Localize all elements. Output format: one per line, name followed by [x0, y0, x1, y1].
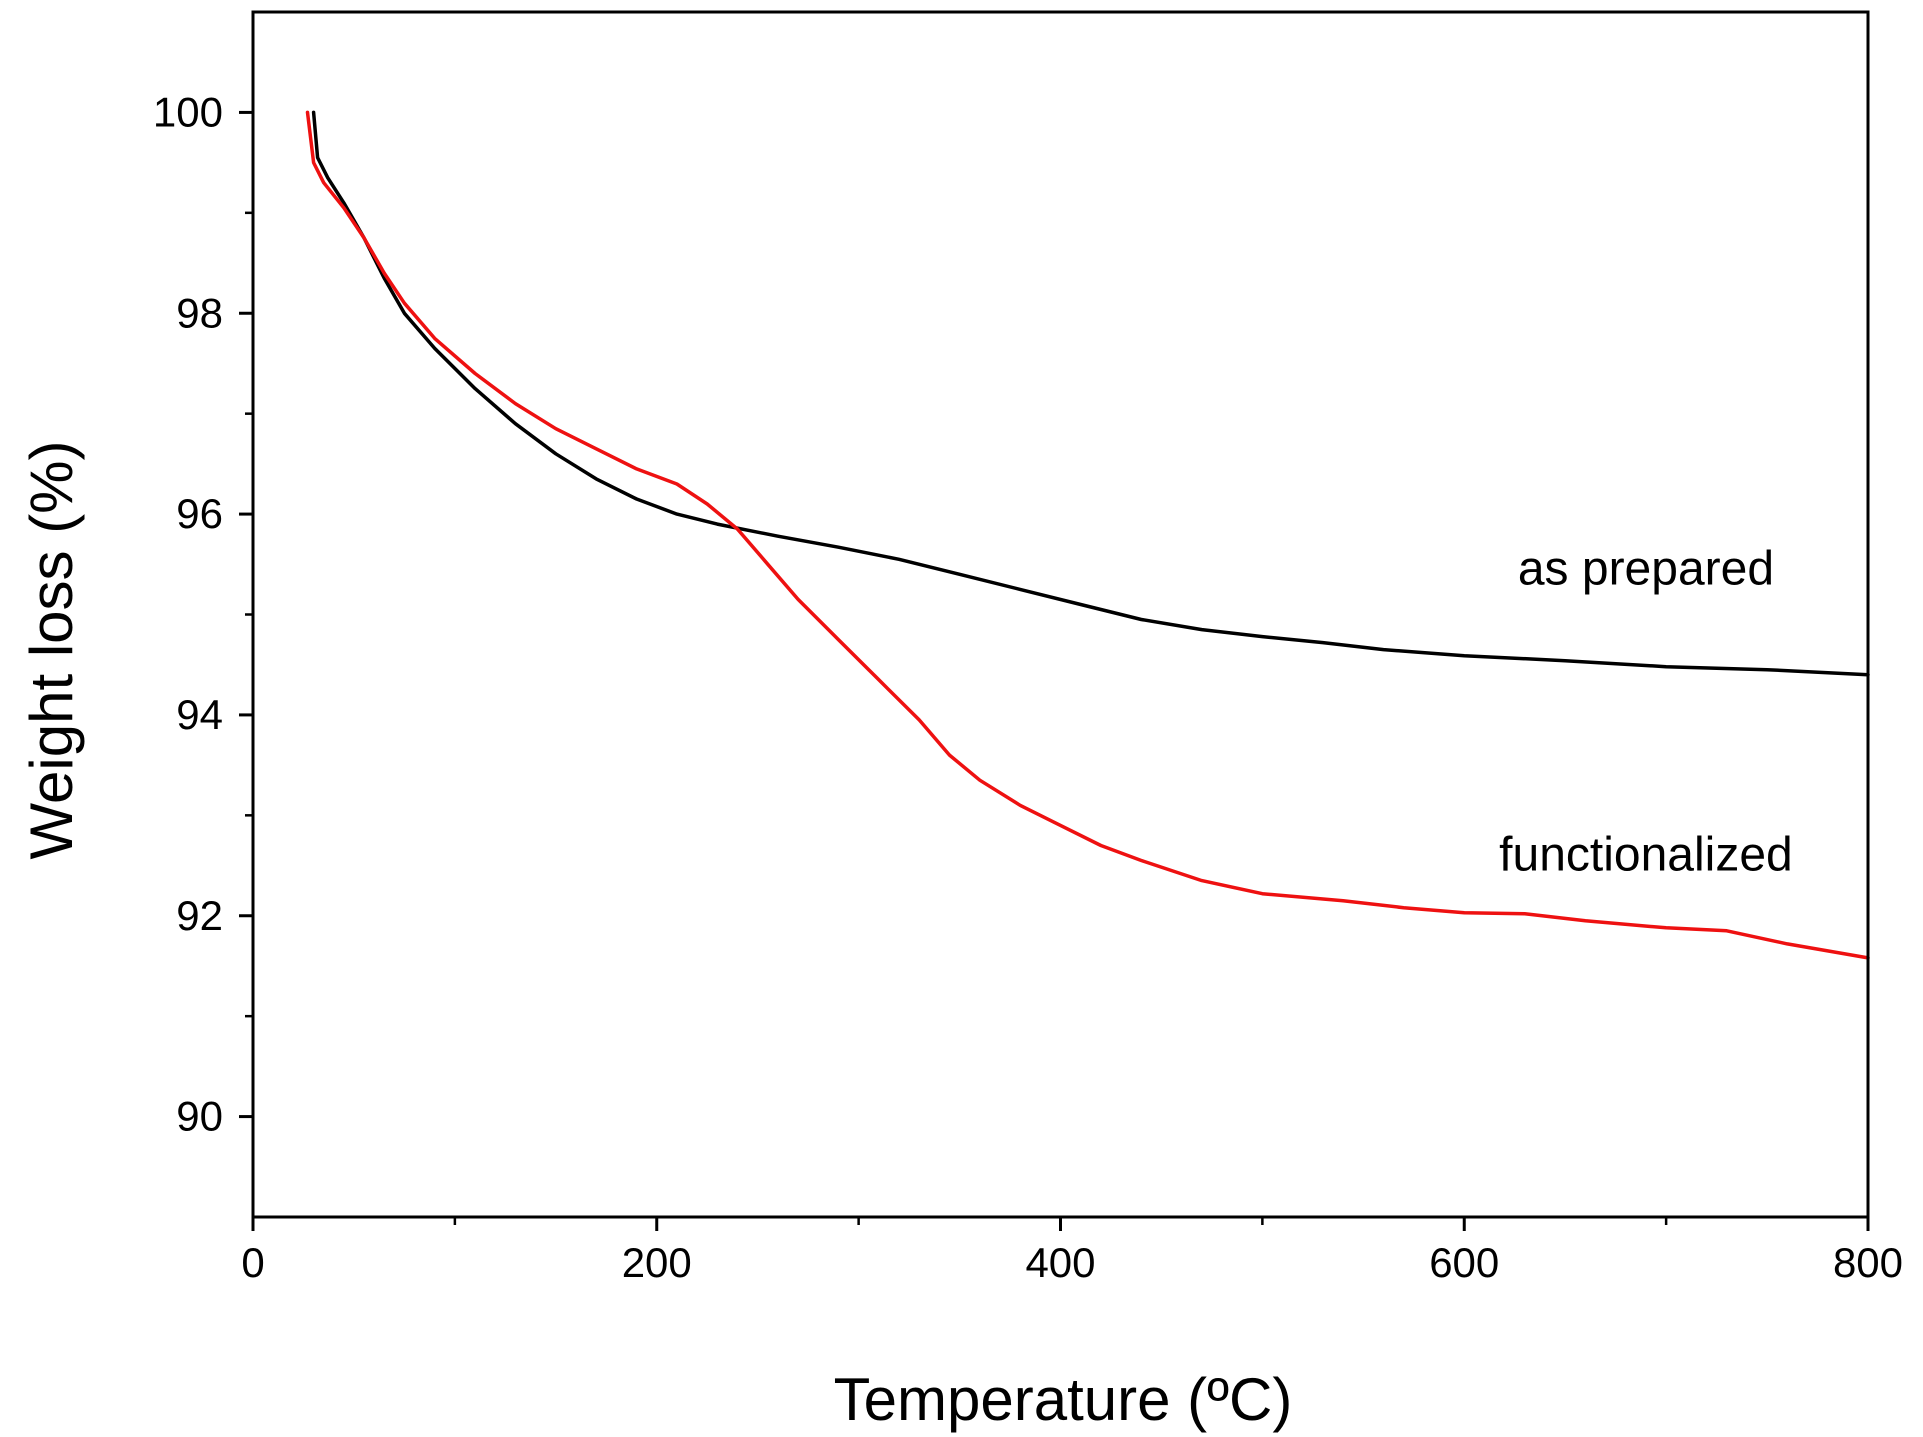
x-tick-label: 600: [1429, 1239, 1499, 1286]
series-line-as-prepared: [311, 110, 1870, 677]
x-tick-label: 800: [1833, 1239, 1903, 1286]
plot-frame: [251, 10, 1870, 1219]
y-tick-label: 100: [153, 88, 223, 135]
annotation-functionalized: functionalized: [1499, 829, 1793, 882]
axes: 0 200 400 600 800 90 92 94 96 98 100 as prepared fun…: [153, 10, 1903, 1286]
x-tick-label: 400: [1025, 1239, 1095, 1286]
x-axis-title: Temperature (ºC): [834, 1366, 1293, 1433]
series-line-functionalized: [305, 110, 1870, 960]
y-axis-title: Weight loss (%): [18, 440, 85, 859]
y-tick-label: 94: [176, 691, 223, 738]
y-tick-label: 90: [176, 1093, 223, 1140]
y-tick-label: 92: [176, 892, 223, 939]
y-tick-label: 98: [176, 289, 223, 336]
x-tick-label: 200: [622, 1239, 692, 1286]
plot-area: [305, 110, 1870, 960]
x-tick-label: 0: [241, 1239, 264, 1286]
annotation-as-prepared: as prepared: [1518, 542, 1774, 595]
y-tick-label: 96: [176, 490, 223, 537]
